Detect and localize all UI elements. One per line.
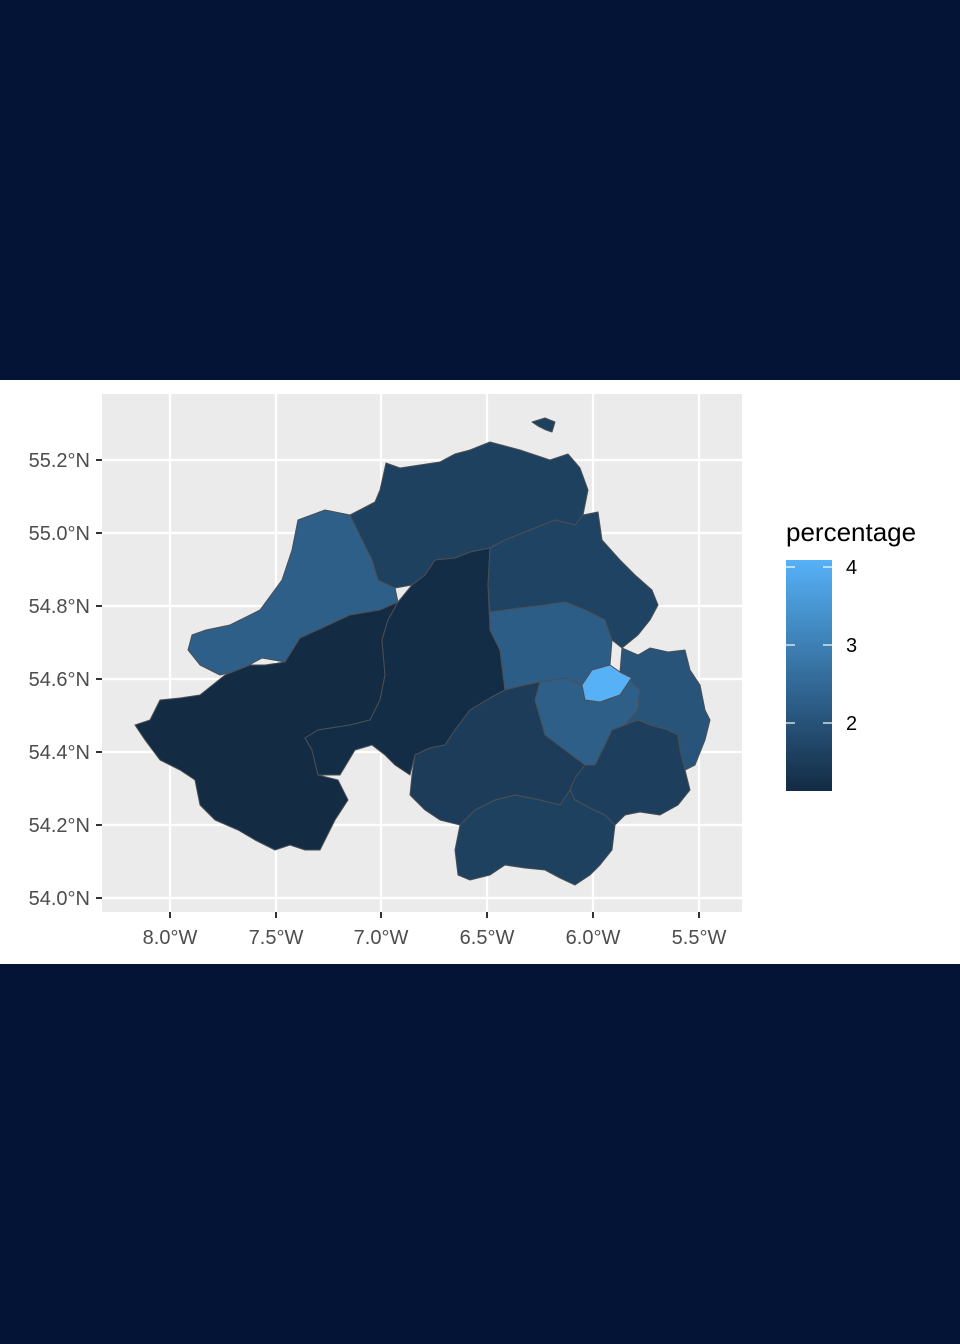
legend-tick-label: 3 <box>846 635 857 657</box>
y-tick-label: 54.8°N <box>29 596 90 618</box>
axis-ticks <box>96 459 700 918</box>
legend-ticks <box>786 566 832 724</box>
region-south[interactable] <box>454 789 616 886</box>
x-tick-label: 7.0°W <box>354 927 409 949</box>
region-mid-west[interactable] <box>304 547 506 776</box>
legend-colorbar <box>786 560 832 791</box>
plot-area: 8.0°W 7.5°W 7.0°W 6.5°W 6.0°W 5.5°W 55.2… <box>0 380 960 964</box>
y-tick-label: 55.0°N <box>29 523 90 545</box>
x-tick-label: 7.5°W <box>249 927 304 949</box>
y-tick-label: 54.4°N <box>29 742 90 764</box>
map-regions <box>134 417 711 886</box>
x-tick-label: 8.0°W <box>143 927 198 949</box>
legend-title: percentage <box>786 517 916 547</box>
legend-tick-label: 2 <box>846 713 857 735</box>
x-tick-label: 5.5°W <box>672 927 727 949</box>
region-city[interactable] <box>581 664 633 703</box>
legend-tick-label: 4 <box>846 557 857 579</box>
x-tick-label: 6.0°W <box>566 927 621 949</box>
y-tick-label: 54.6°N <box>29 669 90 691</box>
y-tick-label: 54.0°N <box>29 888 90 910</box>
x-tick-label: 6.5°W <box>460 927 515 949</box>
region-island <box>531 417 556 433</box>
map-plot: 8.0°W 7.5°W 7.0°W 6.5°W 6.0°W 5.5°W 55.2… <box>29 394 916 949</box>
y-tick-label: 54.2°N <box>29 815 90 837</box>
legend: percentage 4 3 2 <box>786 517 916 791</box>
y-tick-label: 55.2°N <box>29 450 90 472</box>
